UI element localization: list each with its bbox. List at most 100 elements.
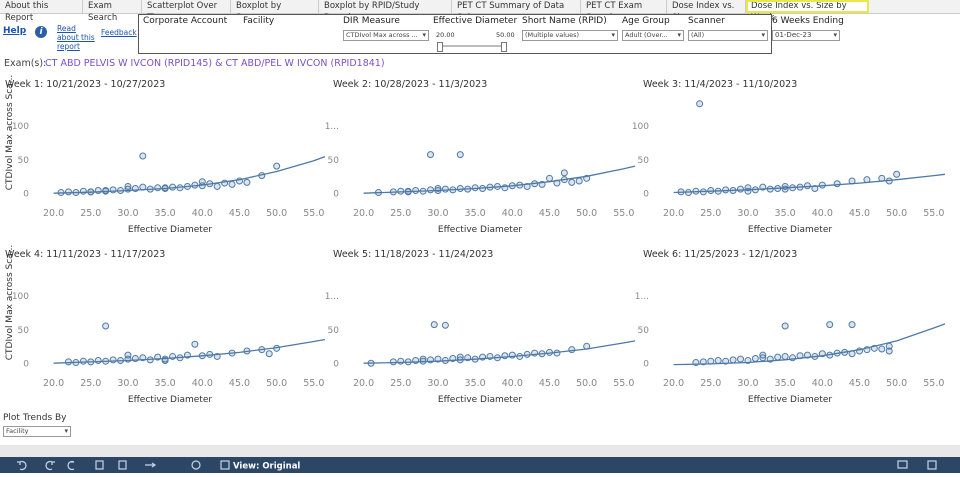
point <box>456 151 464 159</box>
dropdown[interactable]: Facility <box>3 426 71 437</box>
point <box>848 321 856 329</box>
tab[interactable]: Exam Search <box>83 0 142 23</box>
chart-title: Week 6: 11/25/2023 - 12/1/2023 <box>643 249 797 260</box>
point <box>265 350 273 358</box>
point <box>696 100 704 108</box>
x-tick-label: 35.0 <box>155 378 176 389</box>
y-tick-label: 50 <box>18 326 30 336</box>
x-axis-title: Effective Diameter <box>748 395 832 405</box>
filter-label: Scanner <box>688 16 725 26</box>
point <box>441 321 449 329</box>
point <box>878 345 886 353</box>
x-tick-label: 35.0 <box>155 208 176 219</box>
undo-icon[interactable] <box>17 460 27 471</box>
point <box>833 180 841 188</box>
filter-label: Facility <box>243 16 275 26</box>
dropdown[interactable]: (Multiple values) <box>522 30 618 41</box>
point <box>79 357 87 365</box>
x-tick-label: 30.0 <box>117 208 138 219</box>
view-icon[interactable] <box>220 460 230 470</box>
point <box>714 357 722 365</box>
y-tick-label: 1... <box>325 122 339 132</box>
help-link[interactable]: Help <box>3 26 27 36</box>
x-axis-title: Effective Diameter <box>128 395 212 405</box>
x-tick-label: 35.0 <box>775 208 796 219</box>
tab[interactable]: About this Report <box>0 0 83 23</box>
point <box>198 178 206 186</box>
point <box>64 188 72 196</box>
chart-title: Week 5: 11/18/2023 - 11/24/2023 <box>333 249 493 260</box>
x-tick-label: 40.0 <box>192 378 213 389</box>
point <box>389 358 397 366</box>
refresh-icon[interactable] <box>95 460 104 470</box>
pause-icon[interactable] <box>118 460 127 470</box>
y-tick-label: 100 <box>632 122 649 132</box>
point <box>456 353 464 361</box>
redo-icon[interactable] <box>45 460 55 471</box>
x-tick-label: 25.0 <box>80 208 101 219</box>
x-tick-label: 55.0 <box>923 378 944 389</box>
dropdown[interactable]: (All) <box>688 30 768 41</box>
x-tick-label: 50.0 <box>576 378 597 389</box>
slider-handle[interactable] <box>501 42 507 52</box>
y-tick-label: 0 <box>643 190 649 200</box>
point <box>568 178 576 186</box>
x-tick-label: 50.0 <box>886 378 907 389</box>
dropdown[interactable]: Adult (Over... <box>622 30 684 41</box>
slider-handle[interactable] <box>437 42 443 52</box>
x-tick-label: 25.0 <box>700 378 721 389</box>
point <box>397 357 405 365</box>
y-tick-label: 50 <box>328 156 340 166</box>
point <box>826 321 834 329</box>
y-tick-label: 0 <box>23 360 29 370</box>
info-icon[interactable]: i <box>35 26 47 38</box>
y-axis-title: CTDIvol Max across Sca... <box>5 75 15 191</box>
revert-icon[interactable] <box>67 460 75 471</box>
point <box>759 351 767 359</box>
x-tick-label: 25.0 <box>390 378 411 389</box>
x-tick-label: 20.0 <box>353 208 374 219</box>
read-about-link[interactable]: Read about this report <box>57 24 95 51</box>
point <box>811 184 819 192</box>
point <box>124 182 132 190</box>
point <box>109 186 117 194</box>
x-tick-label: 50.0 <box>266 378 287 389</box>
point <box>102 322 110 330</box>
x-tick-label: 45.0 <box>539 208 560 219</box>
date-input[interactable]: 01-Dec-23 <box>772 30 840 41</box>
x-tick-label: 40.0 <box>192 208 213 219</box>
x-tick-label: 45.0 <box>849 208 870 219</box>
point <box>545 174 553 182</box>
point <box>427 151 435 159</box>
fullscreen-icon[interactable] <box>927 460 937 470</box>
x-tick-label: 25.0 <box>390 208 411 219</box>
metrics-icon[interactable] <box>145 462 157 468</box>
clock-icon[interactable] <box>191 460 201 470</box>
dropdown[interactable]: CTDIvol Max across ... <box>343 30 429 41</box>
chart-title: Week 2: 10/28/2023 - 11/3/2023 <box>333 79 487 90</box>
x-tick-label: 35.0 <box>465 208 486 219</box>
chart-title: Week 1: 10/21/2023 - 10/27/2023 <box>5 79 165 90</box>
x-tick-label: 45.0 <box>539 378 560 389</box>
x-axis-title: Effective Diameter <box>438 395 522 405</box>
trend-line <box>53 155 326 194</box>
share-icon[interactable] <box>897 460 908 469</box>
point <box>560 169 568 177</box>
feedback-link[interactable]: Feedback <box>101 28 137 37</box>
point <box>430 321 438 329</box>
filter-label: Short Name (RPID) <box>522 16 607 26</box>
trend-line <box>363 340 636 364</box>
x-tick-label: 20.0 <box>43 378 64 389</box>
point <box>729 356 737 364</box>
x-tick-label: 20.0 <box>43 208 64 219</box>
y-tick-label: 0 <box>333 360 339 370</box>
point <box>412 187 420 195</box>
view-label[interactable]: View: Original <box>233 462 300 472</box>
range-slider[interactable] <box>439 45 505 47</box>
point <box>751 354 759 362</box>
x-tick-label: 30.0 <box>117 378 138 389</box>
x-tick-label: 40.0 <box>812 378 833 389</box>
toolbar: View: Original <box>0 457 960 473</box>
x-tick-label: 50.0 <box>266 208 287 219</box>
